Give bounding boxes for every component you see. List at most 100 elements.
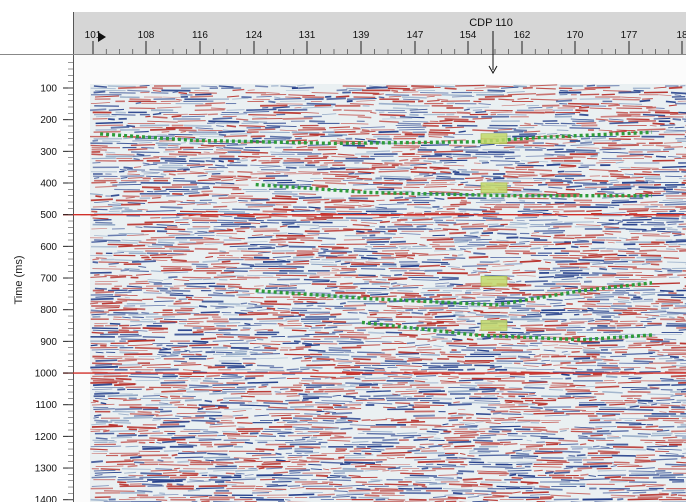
seismic-trace-segment	[560, 361, 571, 365]
seismic-trace-segment	[189, 92, 217, 94]
seismic-trace-segment	[273, 111, 301, 115]
seismic-trace-segment	[493, 338, 512, 341]
seismic-trace-segment	[127, 481, 149, 483]
time-ticks: 1002003004005006007008009001000110012001…	[35, 62, 73, 502]
horizon-pick-line[interactable]	[99, 130, 653, 146]
well-tie-marker[interactable]	[480, 320, 508, 331]
seismic-trace-segment	[311, 458, 341, 461]
seismic-trace-segment	[320, 461, 344, 464]
seismic-trace-segment	[184, 349, 191, 352]
seismic-trace-segment	[627, 408, 654, 411]
seismic-trace-segment	[234, 289, 250, 293]
seismic-trace-segment	[666, 220, 684, 224]
seismic-trace-segment	[596, 430, 610, 433]
seismic-trace-segment	[178, 230, 193, 233]
seismic-trace-segment	[94, 392, 120, 395]
seismic-trace-segment	[295, 137, 302, 140]
seismic-trace-segment	[466, 338, 474, 341]
seismic-trace-segment	[495, 357, 517, 360]
seismic-trace-segment	[499, 243, 510, 246]
seismic-trace-segment	[356, 487, 371, 491]
seismic-trace-segment	[583, 351, 612, 354]
seismic-trace-segment	[641, 230, 656, 232]
seismic-trace-segment	[119, 169, 127, 171]
seismic-trace-segment	[405, 456, 427, 459]
seismic-trace-segment	[160, 252, 184, 255]
seismic-trace-segment	[397, 218, 408, 222]
seismic-trace-segment	[476, 470, 507, 473]
seismic-trace-segment	[510, 247, 529, 250]
seismic-trace-segment	[330, 467, 342, 470]
seismic-trace-segment	[640, 439, 666, 442]
seismic-trace-segment	[582, 249, 600, 252]
seismic-trace-segment	[439, 278, 459, 281]
seismic-trace-segment	[234, 311, 247, 315]
seismic-trace-segment	[510, 243, 526, 245]
seismic-trace-segment	[349, 406, 356, 409]
seismic-trace-segment	[160, 157, 186, 160]
seismic-trace-segment	[293, 340, 301, 343]
seismic-trace-segment	[516, 463, 533, 465]
seismic-trace-segment	[268, 371, 285, 373]
seismic-trace-segment	[674, 188, 686, 191]
seismic-trace-segment	[507, 469, 532, 472]
seismic-trace-segment	[163, 318, 187, 321]
seismic-trace-segment	[120, 440, 138, 444]
seismic-trace-segment	[178, 452, 207, 455]
seismic-trace-segment	[272, 476, 300, 480]
seismic-trace-segment	[208, 474, 232, 478]
seismic-trace-segment	[446, 155, 453, 158]
seismic-trace-segment	[579, 268, 590, 270]
seismic-trace-segment	[188, 113, 208, 115]
seismic-trace-segment	[294, 302, 326, 305]
horizon-pick-line[interactable]	[255, 281, 653, 307]
seismic-trace-segment	[458, 457, 481, 460]
seismic-trace-segment	[584, 303, 596, 306]
seismic-trace-segment	[643, 190, 653, 194]
seismic-trace-segment	[521, 426, 546, 429]
seismic-trace-segment	[138, 265, 147, 268]
seismic-trace-segment	[660, 378, 674, 381]
seismic-trace-segment	[562, 285, 578, 288]
seismic-trace-segment	[486, 245, 508, 248]
seismic-trace-segment	[149, 437, 171, 440]
seismic-trace-segment	[381, 451, 412, 455]
seismic-trace-segment	[678, 243, 686, 246]
seismic-trace-segment	[668, 292, 677, 295]
seismic-trace-segment	[501, 104, 526, 107]
seismic-trace-segment	[95, 195, 102, 198]
well-tie-marker[interactable]	[480, 275, 508, 287]
seismic-trace-segment	[649, 125, 657, 127]
seismic-trace-segment	[630, 166, 659, 169]
seismic-trace-segment	[496, 395, 504, 398]
seismic-trace-segment	[465, 288, 481, 292]
seismic-trace-segment	[259, 435, 277, 438]
seismic-trace-segment	[349, 199, 375, 203]
seismic-trace-segment	[396, 313, 403, 316]
seismic-trace-segment	[617, 301, 632, 304]
seismic-trace-segment	[678, 381, 686, 384]
seismic-trace-segment	[454, 445, 475, 448]
seismic-trace-segment	[582, 255, 603, 259]
seismic-trace-segment	[93, 130, 121, 134]
seismic-trace-segment	[284, 353, 311, 356]
seismic-trace-segment	[525, 155, 554, 157]
seismic-trace-segment	[255, 448, 275, 451]
well-tie-marker[interactable]	[480, 182, 508, 194]
seismic-trace-segment	[314, 104, 332, 107]
well-tie-marker[interactable]	[480, 133, 508, 144]
seismic-trace-segment	[398, 356, 420, 358]
seismic-trace-segment	[680, 362, 686, 364]
seismic-trace-segment	[580, 141, 593, 145]
seismic-trace-segment	[682, 270, 686, 272]
seismic-trace-segment	[581, 309, 610, 312]
horizon-pick-line[interactable]	[255, 182, 652, 198]
horizon-pick-line[interactable]	[361, 320, 653, 342]
seismic-trace-segment	[682, 118, 686, 120]
seismic-trace-segment	[568, 89, 596, 91]
seismic-trace-segment	[370, 418, 388, 421]
seismic-trace-segment	[202, 278, 219, 281]
seismic-trace-segment	[429, 243, 440, 246]
seismic-trace-segment	[668, 368, 686, 371]
